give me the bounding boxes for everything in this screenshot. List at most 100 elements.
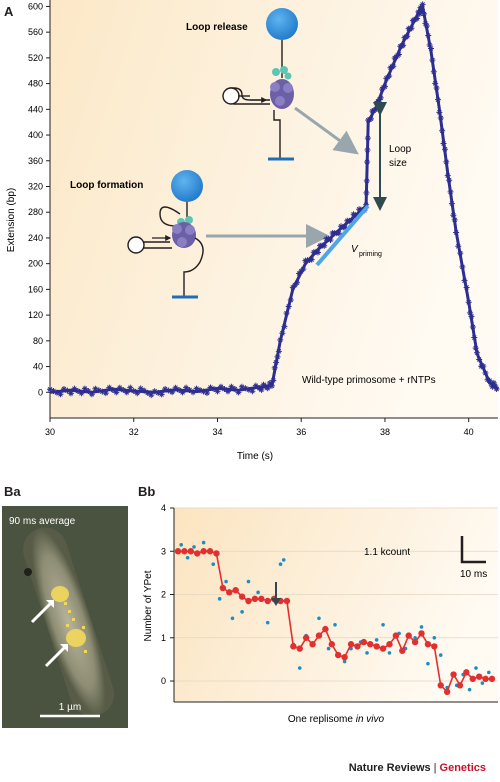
trace-marker [386, 72, 393, 79]
trace-marker [148, 392, 155, 399]
scalebar-y-label: 1.1 kcount [364, 547, 410, 558]
trace-marker [57, 391, 64, 398]
data-point [217, 597, 222, 601]
trace-marker [285, 303, 292, 310]
trace-marker [47, 386, 53, 393]
step-point [174, 548, 182, 555]
data-point [230, 616, 235, 621]
data-point [192, 545, 196, 549]
step-point [200, 548, 207, 555]
trace-marker [176, 387, 183, 394]
trace-marker [287, 296, 294, 303]
trace-marker [428, 45, 435, 52]
trace-marker [367, 115, 374, 122]
trace-marker [488, 380, 495, 387]
step-point [341, 654, 348, 661]
trace-marker [277, 336, 284, 343]
data-point [297, 666, 302, 670]
trace-marker [53, 389, 60, 396]
trace-marker [268, 382, 275, 389]
step-point [437, 682, 444, 689]
x-tick-label: 36 [296, 427, 306, 437]
y-tick-label: 0 [38, 387, 43, 397]
trace-marker [490, 379, 497, 386]
trace-marker [74, 387, 81, 394]
ypet-chart: 0 1 2 3 4 Number of YPet One replisome in vi… [143, 503, 498, 725]
trace-marker [443, 158, 450, 165]
trace-marker [137, 385, 144, 392]
trace-marker [64, 387, 71, 394]
trace-marker [210, 385, 217, 392]
step-point [328, 641, 335, 648]
step-fit-trace [174, 548, 496, 696]
step-point [488, 675, 496, 683]
loop-release-label: Loop release [186, 22, 248, 33]
trace-marker [398, 43, 405, 50]
trace-marker [242, 385, 249, 392]
trace-marker [430, 68, 437, 75]
trace-marker [363, 177, 370, 184]
step-point [360, 638, 368, 646]
trace-marker [446, 177, 453, 184]
trace-marker [134, 390, 141, 397]
trace-marker [480, 363, 487, 370]
trace-marker [463, 284, 470, 291]
step-point [232, 586, 239, 594]
data-point [474, 666, 478, 670]
step-point [424, 641, 432, 648]
trace-marker [308, 256, 315, 263]
trace-marker [440, 140, 447, 147]
step-point [418, 630, 425, 637]
trace-marker [444, 172, 451, 179]
step-point [335, 651, 342, 659]
data-point [365, 651, 369, 655]
y-tick-label-b: 0 [161, 676, 166, 686]
trace-marker [395, 51, 402, 58]
trace-marker [155, 389, 162, 396]
y-tick-label: 600 [28, 1, 43, 11]
trace-marker [235, 389, 242, 396]
step-point [245, 597, 252, 605]
trace-marker [365, 117, 372, 124]
trace-marker [467, 309, 474, 316]
data-point [185, 555, 190, 560]
step-point [379, 645, 387, 652]
step-point [213, 550, 220, 557]
data-point [317, 616, 321, 621]
trace-marker [109, 387, 116, 394]
step-point [354, 643, 361, 650]
data-point [256, 590, 260, 595]
trace-marker [95, 387, 102, 394]
trace-marker [422, 20, 429, 27]
raw-data-points [179, 540, 491, 692]
step-point [386, 641, 393, 648]
y-tick-label: 160 [28, 284, 43, 294]
data-point [281, 558, 286, 562]
trace-marker [476, 356, 483, 363]
loop-size-label-2: size [389, 158, 407, 169]
trace-marker [270, 377, 277, 384]
y-tick-label: 440 [28, 104, 43, 114]
journal-section: Genetics [439, 762, 486, 774]
trace-marker [401, 34, 408, 41]
bead-sphere-2 [171, 170, 203, 202]
trace-marker [71, 385, 78, 392]
trace-marker [165, 387, 172, 394]
trace-marker [421, 10, 428, 17]
trace-marker [489, 383, 496, 390]
trace-marker [429, 57, 436, 64]
step-point [187, 548, 195, 555]
step-point [469, 675, 476, 683]
extension-trace [47, 1, 500, 399]
trace-marker [172, 384, 179, 391]
trace-marker [50, 387, 57, 394]
step-point [482, 675, 489, 683]
data-point [224, 579, 228, 584]
trace-marker [471, 334, 478, 341]
x-tick-label: 38 [380, 427, 390, 437]
trace-marker [207, 384, 214, 391]
data-point [246, 579, 251, 584]
y-tick-label: 280 [28, 207, 43, 217]
trace-marker [81, 385, 88, 392]
x-tick-label: 34 [212, 427, 222, 437]
